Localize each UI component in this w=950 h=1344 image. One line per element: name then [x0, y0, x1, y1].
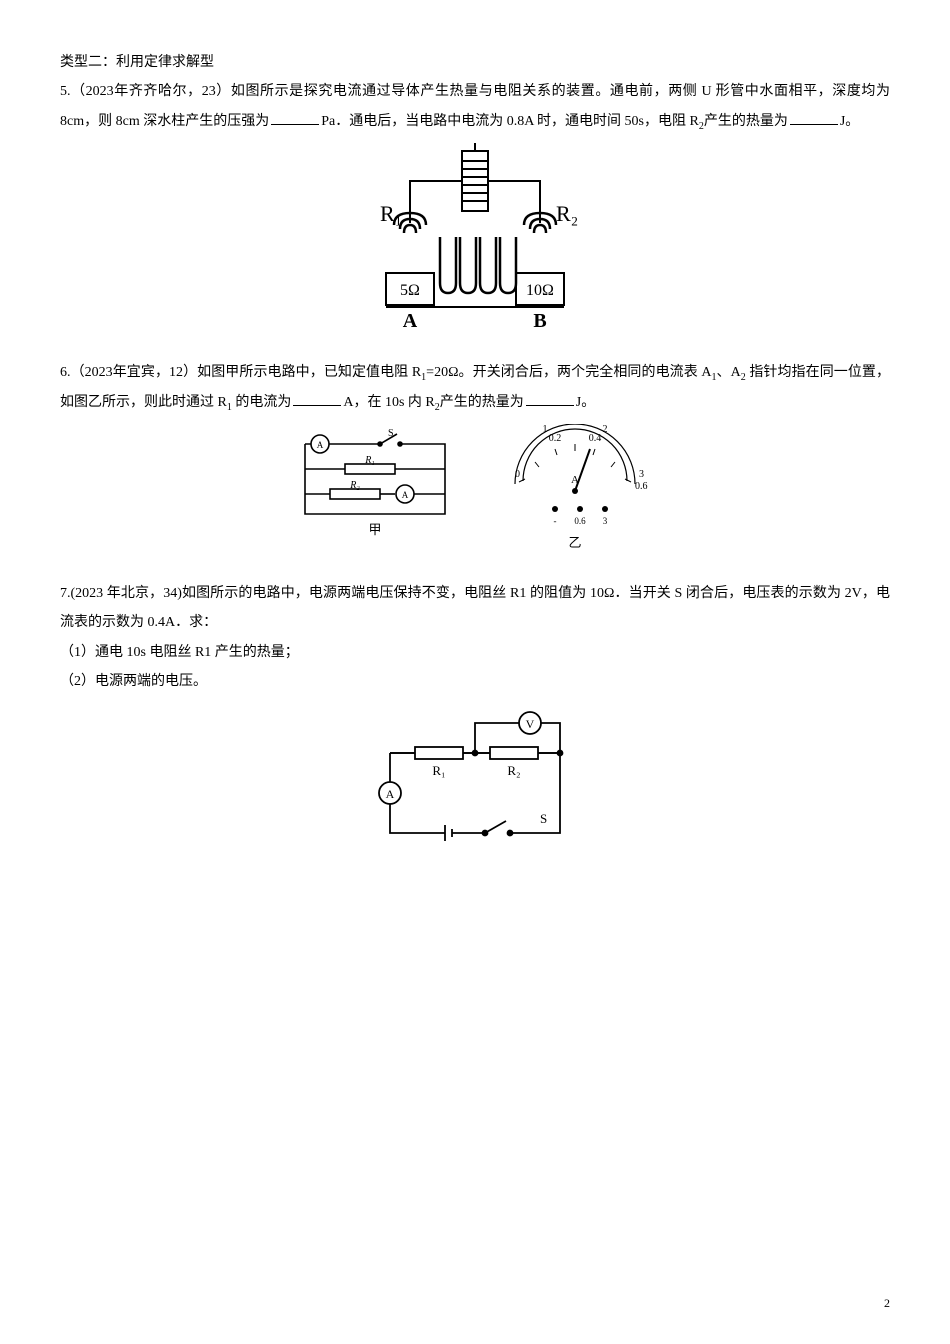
t: J。	[576, 395, 595, 410]
t1: 1	[543, 424, 548, 435]
t04: 0.4	[589, 433, 602, 444]
q5-unit2: J。	[840, 114, 859, 129]
blank	[526, 391, 574, 406]
r1-label: R₁	[380, 201, 402, 226]
r2: R₂	[349, 480, 360, 491]
q7-line3: （2）电源两端的电压。	[60, 667, 890, 696]
t: 产生的热量为	[440, 395, 524, 410]
blank	[293, 391, 341, 406]
v-icon: V	[526, 717, 535, 731]
a1-icon: A	[317, 440, 324, 450]
t: A，在 10s 内 R	[343, 395, 434, 410]
q5-text: 5.（2023年齐齐哈尔，23）如图所示是探究电流通过导体产生热量与电阻关系的装…	[60, 77, 890, 136]
svg-text:-: -	[554, 516, 557, 526]
t3r: 3	[639, 469, 644, 480]
blank	[271, 110, 319, 125]
r2-label: R₂	[556, 201, 578, 226]
s: S	[540, 811, 547, 826]
r1: R₁	[432, 763, 445, 778]
term3: 3	[603, 516, 608, 526]
q7-line1: 7.(2023 年北京，34)如图所示的电路中，电源两端电压保持不变，电阻丝 R…	[60, 579, 890, 638]
tA: A	[571, 474, 579, 486]
a2-icon: A	[402, 490, 409, 500]
t: =20Ω。开关闭合后，两个完全相同的电流表 A	[426, 365, 711, 380]
t: 、A	[716, 365, 740, 380]
blank	[790, 110, 838, 125]
page-number: 2	[884, 1291, 890, 1316]
q6-text: 6.（2023年宜宾，12）如图甲所示电路中，已知定值电阻 R1=20Ω。开关闭…	[60, 358, 890, 418]
term06: 0.6	[574, 516, 586, 526]
s-label: S	[388, 428, 394, 439]
val1: 5Ω	[400, 282, 420, 299]
r2: R₂	[507, 763, 520, 778]
lab-a: A	[403, 310, 418, 332]
q5-unit1: Pa．通电后，当电路中电流为 0.8A 时，通电时间 50s，电阻 R	[321, 114, 699, 129]
lab-b: B	[533, 310, 546, 332]
r1: R₁	[364, 455, 375, 466]
q6-figure: A A S R₁ R₂ 甲 0	[60, 424, 890, 565]
q7-line2: （1）通电 10s 电阻丝 R1 产生的热量；	[60, 638, 890, 667]
val2: 10Ω	[526, 282, 554, 299]
t02: 0.2	[549, 433, 562, 444]
a-icon: A	[386, 787, 395, 801]
q7-figure: V A R₁ R₂ S	[60, 703, 890, 864]
t: 6.（2023年宜宾，12）如图甲所示电路中，已知定值电阻 R	[60, 365, 421, 380]
q5-figure: R₁ R₂ 5Ω 10Ω A B	[60, 143, 890, 344]
section-title: 类型二：利用定律求解型	[60, 48, 890, 77]
yi: 乙	[568, 535, 581, 550]
t06r: 0.6	[635, 481, 648, 492]
t2: 2	[603, 424, 608, 435]
jia: 甲	[368, 522, 381, 537]
q5-after-sub: 产生的热量为	[704, 114, 788, 129]
t: 的电流为	[232, 395, 292, 410]
t0: 0	[515, 469, 520, 480]
